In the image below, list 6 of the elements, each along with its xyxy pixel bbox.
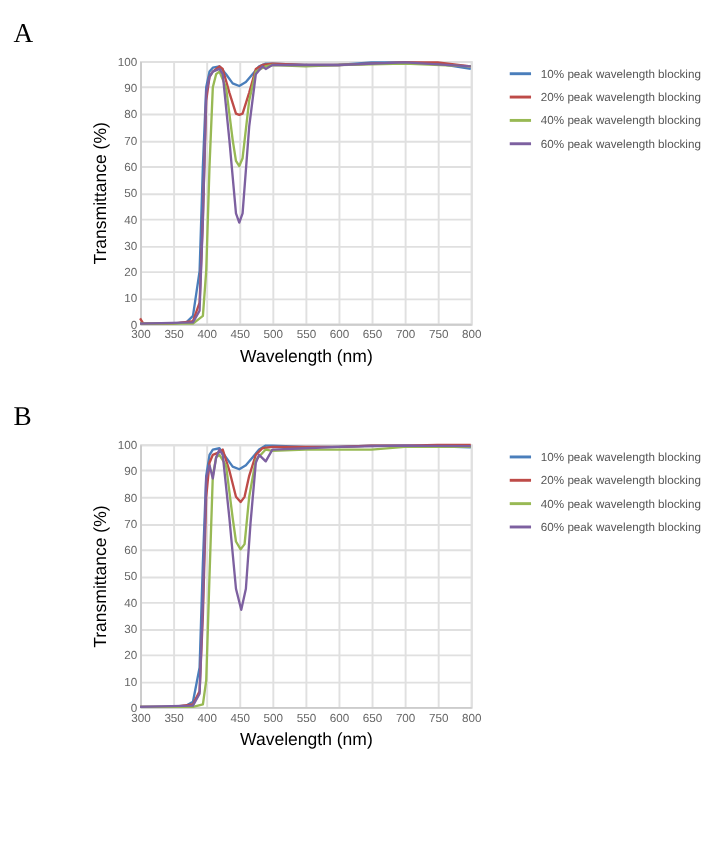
y-axis-title: Transmittance (%) bbox=[90, 122, 110, 265]
x-axis-title: Wavelength (nm) bbox=[240, 728, 373, 749]
chart-title: A bbox=[13, 17, 34, 48]
y-axis-title: Transmittance (%) bbox=[90, 505, 110, 648]
x-axis-title: Wavelength (nm) bbox=[240, 345, 373, 366]
chart-title: B bbox=[13, 400, 32, 431]
